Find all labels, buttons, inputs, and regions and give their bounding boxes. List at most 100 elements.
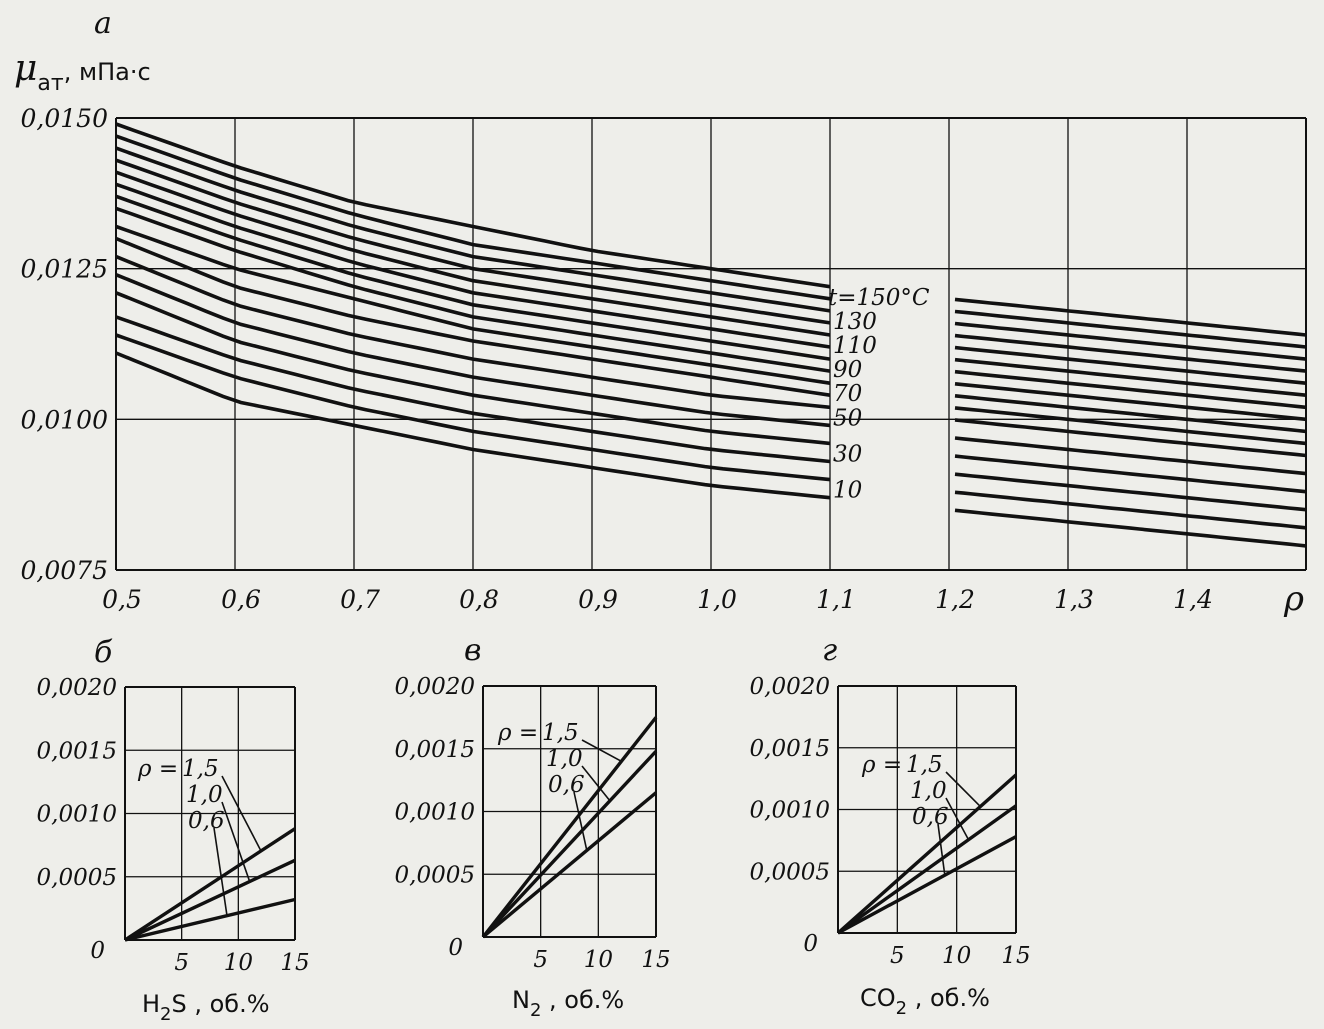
label-leader [581, 739, 622, 763]
series-line [115, 146, 1307, 361]
x-tick-label: 0,9 [578, 585, 618, 614]
panel-a-curves [115, 122, 1307, 548]
rho-label: ρ = [137, 756, 178, 782]
curve-label: 70 [833, 381, 862, 407]
label-leader [221, 775, 262, 852]
series-line [115, 224, 1307, 434]
x-tick-label: 5 [890, 943, 905, 969]
series-line [115, 333, 1307, 530]
y-tick-label: 0,0005 [37, 865, 117, 891]
series-label: 0,6 [548, 772, 585, 798]
x-tick-label: 10 [584, 947, 613, 973]
panel-v-x-title-rest: , об.% [541, 986, 624, 1014]
y-tick-label: 0,0010 [37, 802, 117, 828]
x-tick-label: 0,5 [102, 585, 142, 614]
panel-a-y-title-unit: , мПа·с [64, 58, 151, 86]
curve-label: t=150°C [828, 285, 930, 311]
series-line [115, 206, 1307, 422]
y-tick-label: 0,0020 [750, 674, 830, 700]
series-line [115, 254, 1307, 458]
panel-a-y-title-mu: μ [14, 48, 37, 89]
curve-label: 110 [833, 333, 877, 359]
x-tick-label: 0,8 [459, 585, 499, 614]
label-leader [213, 827, 228, 916]
y-tick-label: 0,0010 [395, 800, 475, 826]
x-tick-label: 5 [533, 947, 548, 973]
series-line [115, 170, 1307, 385]
series-line [115, 291, 1307, 494]
x-tick-label: 10 [942, 943, 971, 969]
series-line [124, 897, 296, 942]
rho-label: ρ = [497, 720, 538, 746]
rho-label: ρ = [861, 752, 902, 778]
panel-b-x-title-sub: 2 [160, 1004, 171, 1025]
series-line [124, 827, 296, 942]
x-tick-label: 15 [280, 950, 309, 976]
x-tick-label: 0,6 [221, 585, 261, 614]
series-line [115, 122, 1307, 337]
panel-g-x-title-sub: 2 [896, 998, 907, 1019]
curve-label: 90 [833, 357, 862, 383]
panel-a-x-tick-labels: 0,5 0,6 0,7 0,8 0,9 1,0 1,1 1,2 1,3 1,4 [102, 585, 1213, 614]
label-leader [937, 823, 946, 876]
x-tick-label: 0,7 [340, 585, 380, 614]
y-tick-label: 0,0015 [37, 738, 117, 764]
series-line [837, 835, 1017, 935]
series-line [115, 315, 1307, 512]
y-tick-label: 0,0150 [21, 104, 109, 133]
series-line [115, 351, 1307, 548]
panel-b-x-title-main: H [142, 990, 160, 1018]
y-tick-label: 0,0020 [395, 674, 475, 700]
x-tick-label: 1,0 [697, 585, 737, 614]
panel-a-y-tick-labels: 0,0075 0,0100 0,0125 0,0150 [21, 104, 109, 585]
curve-label: 130 [833, 309, 877, 335]
y-tick-label: 0,0015 [750, 736, 830, 762]
panel-b-plot: 0,0005 0,0010 0,0015 0,0020 0 5 10 15 ρ = 1,51,00… [37, 675, 310, 976]
panel-v-letter: в [464, 633, 481, 668]
series-label: 1,5 [182, 756, 219, 782]
panel-g-plot: 0,0005 0,0010 0,0015 0,0020 0 5 10 15 ρ = 1,51,00… [750, 674, 1031, 969]
series-label: 1,0 [186, 782, 223, 808]
y-tick-label: 0,0005 [395, 862, 475, 888]
panel-v-x-title-main: N [512, 986, 530, 1014]
panel-b-letter: б [94, 635, 113, 670]
x-tick-label: 15 [641, 947, 670, 973]
series-line [115, 182, 1307, 397]
x-tick-label: 1,4 [1173, 585, 1213, 614]
x-tick-label: 10 [224, 950, 253, 976]
series-label: 1,0 [910, 778, 947, 804]
series-line [481, 716, 658, 939]
y-tick-label: 0,0020 [37, 675, 117, 701]
x-tick-label: 1,1 [816, 585, 856, 614]
x-tick-label: 15 [1001, 943, 1030, 969]
series-label: 1,5 [542, 720, 579, 746]
y-tick-label: 0 [803, 931, 818, 957]
label-leader [221, 801, 251, 882]
series-line [837, 804, 1017, 935]
panel-b-x-title: H2S , об.% [142, 990, 270, 1025]
panel-v-x-title: N2 , об.% [512, 986, 624, 1021]
y-tick-label: 0,0125 [21, 255, 108, 284]
series-line [115, 194, 1307, 410]
series-line [836, 773, 1018, 935]
y-tick-label: 0 [90, 938, 105, 964]
curve-label: 50 [833, 405, 862, 431]
label-leader [945, 797, 970, 841]
y-tick-label: 0,0100 [21, 405, 109, 434]
series-line [124, 858, 296, 942]
label-leader [581, 765, 611, 802]
series-label: 1,0 [546, 746, 583, 772]
series-label: 0,6 [912, 804, 949, 830]
x-tick-label: 5 [174, 950, 189, 976]
x-tick-label: 1,2 [935, 585, 975, 614]
series-line [115, 158, 1307, 373]
series-line [481, 791, 658, 939]
series-label: 0,6 [188, 808, 225, 834]
series-line [115, 236, 1307, 446]
panel-a-y-title-sub: ат [37, 71, 63, 96]
series-line [481, 750, 658, 939]
y-tick-label: 0,0015 [395, 737, 475, 763]
series-line [115, 273, 1307, 476]
